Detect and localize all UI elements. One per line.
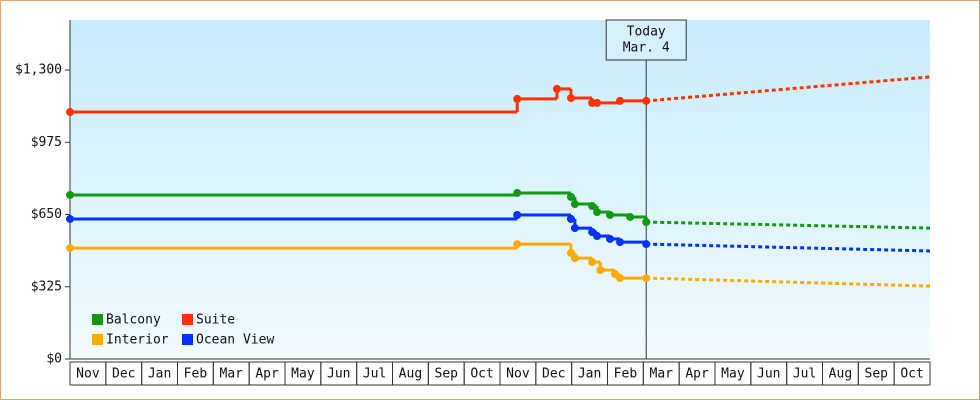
legend-swatch (92, 314, 103, 325)
series (66, 75, 931, 117)
point (588, 202, 597, 211)
x-tick-label: Dec (542, 367, 565, 382)
point (642, 218, 651, 227)
today-date: Mar. 4 (623, 41, 670, 56)
x-tick-label: Mar (220, 367, 244, 382)
plot-area (70, 20, 930, 359)
x-tick-label: Aug (399, 367, 422, 382)
point (642, 96, 651, 105)
y-tick-label: $0 (46, 352, 62, 367)
y-tick-label: $325 (31, 279, 62, 294)
point (593, 98, 602, 107)
x-tick-label: Oct (900, 367, 923, 382)
series (66, 188, 931, 230)
x-tick-label: Jun (327, 367, 350, 382)
x-tick-label: Jan (148, 367, 171, 382)
legend-label: Suite (196, 313, 235, 328)
point (566, 94, 575, 103)
point (642, 240, 651, 249)
point (570, 200, 579, 209)
point (570, 254, 579, 263)
x-tick-label: Sep (435, 367, 459, 382)
projection-line (646, 220, 931, 230)
x-tick-label: Oct (470, 367, 493, 382)
series (66, 210, 931, 253)
x-tick-label: Feb (184, 367, 208, 382)
y-tick-label: $650 (31, 207, 62, 222)
point (513, 210, 522, 219)
x-tick-label: Jul (363, 367, 386, 382)
point (513, 188, 522, 197)
x-tick-label: Dec (112, 367, 135, 382)
x-tick-label: Apr (685, 367, 709, 382)
x-tick-label: May (721, 367, 745, 382)
point (66, 108, 74, 117)
point (588, 258, 597, 267)
x-tick-label: Jul (793, 367, 816, 382)
x-tick-label: Nov (76, 367, 100, 382)
point (66, 190, 74, 199)
month-cell (893, 361, 931, 386)
legend-label: Balcony (106, 313, 161, 328)
legend-swatch (182, 334, 193, 345)
today-box (605, 19, 687, 61)
point (593, 208, 602, 217)
x-tick-label: Sep (865, 367, 889, 382)
point (616, 96, 625, 105)
point (66, 244, 74, 253)
point (513, 240, 522, 249)
legend-swatch (182, 314, 193, 325)
point (642, 274, 651, 283)
y-tick-label: $975 (31, 135, 62, 150)
legend-label: Ocean View (196, 333, 274, 348)
projection-line (646, 75, 931, 103)
series (66, 240, 931, 288)
point (566, 192, 575, 201)
point (566, 214, 575, 223)
x-tick-label: Feb (614, 367, 638, 382)
legend-label: Interior (106, 333, 169, 348)
legend-swatch (92, 334, 103, 345)
today-label: Today (627, 25, 666, 40)
x-tick-label: May (291, 367, 315, 382)
point (616, 274, 625, 283)
x-tick-label: Jun (757, 367, 780, 382)
point (626, 212, 635, 221)
point (616, 238, 625, 247)
y-tick-label: $1,300 (15, 63, 62, 78)
point (570, 224, 579, 233)
point (606, 234, 615, 243)
x-tick-label: Aug (829, 367, 852, 382)
point (552, 84, 561, 93)
x-tick-label: Nov (506, 367, 530, 382)
point (596, 266, 605, 275)
point (513, 94, 522, 103)
point (593, 232, 602, 241)
point (606, 210, 615, 219)
x-tick-label: Jan (578, 367, 601, 382)
point (66, 214, 74, 223)
projection-line (646, 242, 931, 253)
projection-line (646, 276, 931, 288)
x-tick-label: Mar (650, 367, 674, 382)
x-tick-label: Apr (255, 367, 279, 382)
